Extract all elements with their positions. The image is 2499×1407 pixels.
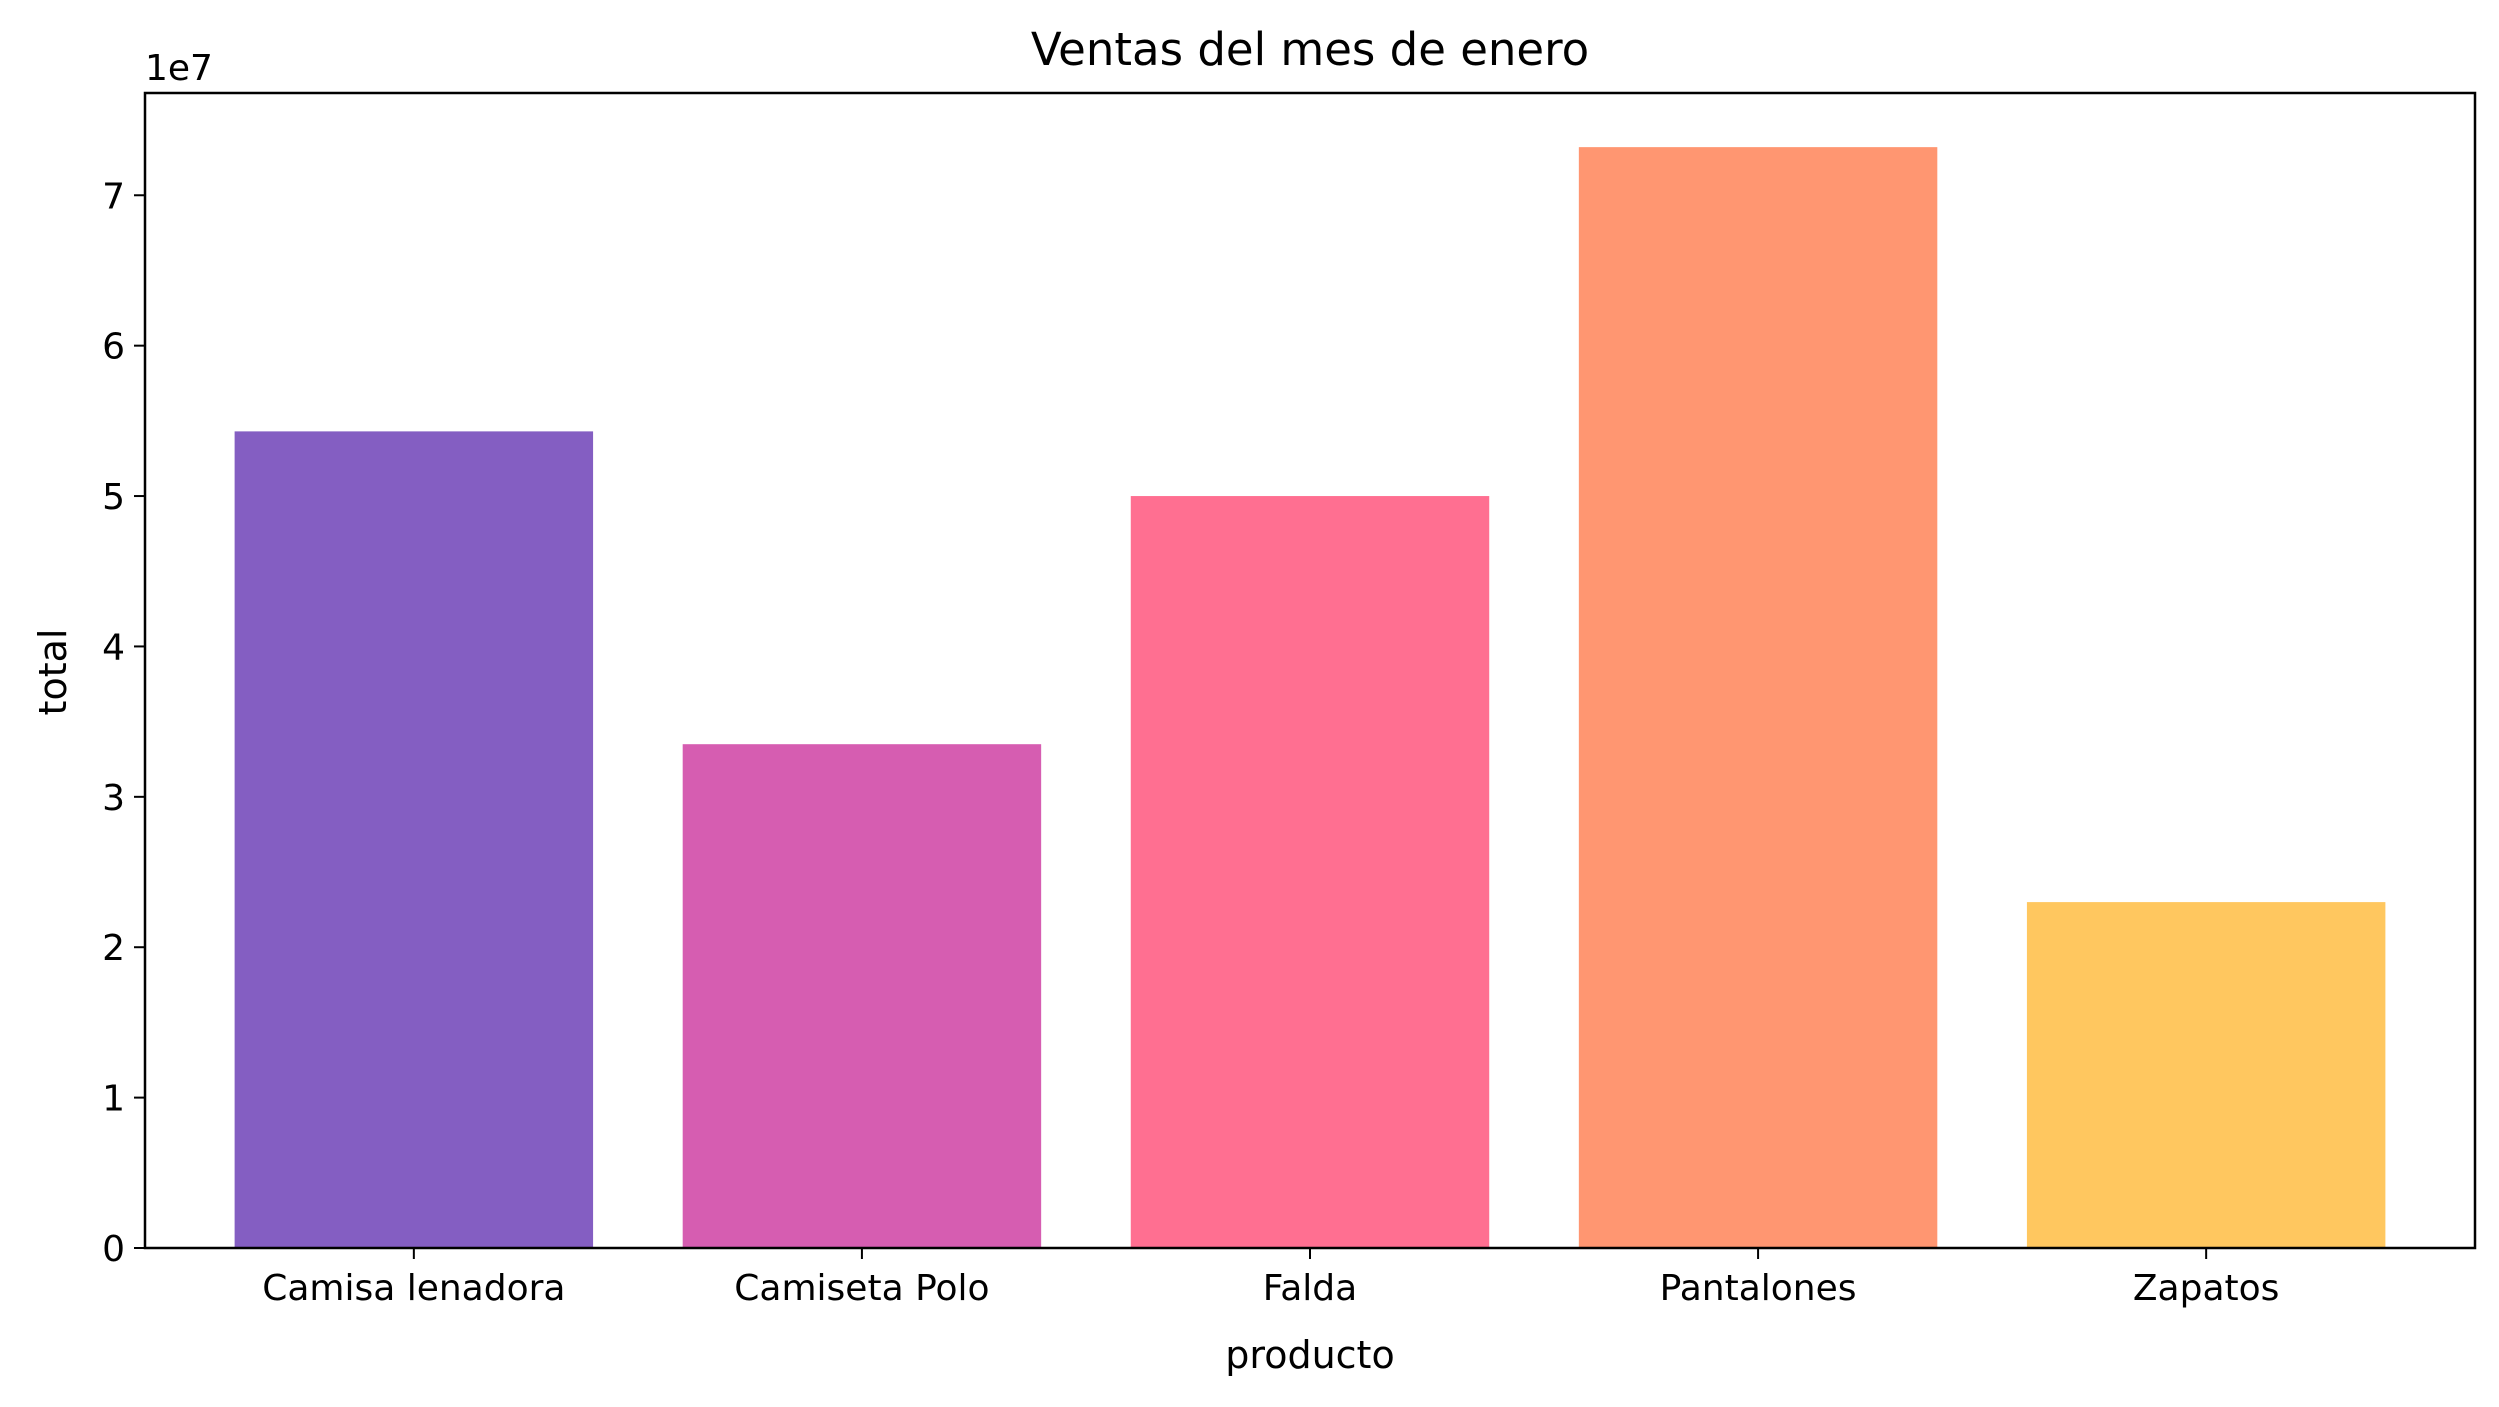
y-tick-label: 0 <box>102 1229 125 1270</box>
y-tick-label: 3 <box>102 778 125 819</box>
x-tick-label: Pantalones <box>1660 1268 1857 1309</box>
x-tick-label: Camiseta Polo <box>734 1268 989 1309</box>
bar <box>1130 496 1490 1248</box>
x-tick-label: Camisa lenadora <box>262 1268 565 1309</box>
y-tick-label: 1 <box>102 1079 125 1120</box>
y-tick-label: 2 <box>102 928 125 969</box>
y-tick-label: 5 <box>102 477 125 518</box>
x-axis-ticks: Camisa lenadora Camiseta Polo Falda Pantalo… <box>262 1248 2279 1309</box>
chart-title: Ventas del mes de enero <box>1031 23 1589 76</box>
x-tick-label: Zapatos <box>2133 1268 2280 1309</box>
y-tick-label: 4 <box>102 627 125 668</box>
bar <box>682 744 1042 1248</box>
y-axis-ticks: 0 1 2 3 4 5 6 7 <box>102 176 145 1270</box>
plot-frame <box>143 91 2477 1250</box>
y-axis-offset-label: 1e7 <box>145 48 213 89</box>
y-tick-label: 7 <box>102 176 125 217</box>
y-axis-label: total <box>31 629 75 716</box>
y-tick-label: 6 <box>102 327 125 368</box>
bar <box>234 431 594 1248</box>
bar <box>1578 147 1938 1248</box>
x-axis-label: producto <box>1225 1333 1394 1377</box>
x-tick-label: Falda <box>1263 1268 1357 1309</box>
bar <box>2026 902 2386 1248</box>
bars-group <box>234 147 2386 1248</box>
